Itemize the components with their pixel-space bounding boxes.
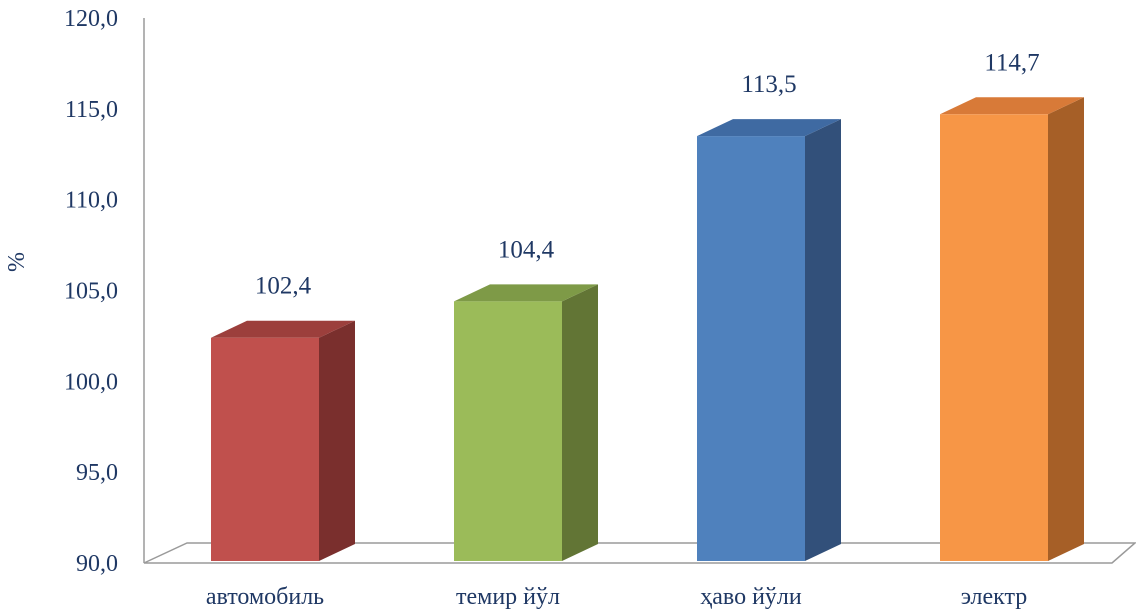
category-labels: автомобиль темир йўл ҳаво йўли электр [206,584,1027,610]
data-label: 104,4 [498,236,555,263]
bar-front [697,136,805,562]
y-axis-label: % [4,252,30,272]
category-label: автомобиль [206,584,324,610]
category-label: электр [961,584,1028,610]
bar-3 [697,119,841,562]
bar-top [940,97,1084,115]
bar-side [1048,97,1084,562]
data-labels: 102,4 104,4 113,5 114,7 [255,49,1040,299]
floor-plane [143,542,1136,564]
bar-side [805,119,841,561]
y-tick-label: 90,0 [76,551,118,577]
bar-side [319,320,355,561]
data-label: 102,4 [255,273,312,300]
bar-1 [211,320,355,561]
bar-4 [940,97,1084,562]
bar-side [562,284,598,561]
chart-floor [143,542,1136,564]
bar-front [940,114,1048,562]
bar-top [454,284,598,302]
y-tick-label: 110,0 [65,188,118,214]
bar-series [211,97,1084,562]
y-tick-label: 105,0 [64,279,118,305]
category-label: ҳаво йўли [700,584,802,610]
bar-top [697,119,841,137]
data-label: 114,7 [984,49,1039,76]
y-tick-label: 100,0 [64,369,118,395]
bar-front [454,301,562,561]
y-tick-label: 120,0 [64,6,118,32]
bar-front [211,337,319,561]
y-tick-label: 115,0 [65,97,118,123]
y-tick-label: 95,0 [76,460,118,486]
bar-2 [454,284,598,561]
data-label: 113,5 [741,71,796,98]
bar-top [211,320,355,338]
category-label: темир йўл [456,584,560,610]
y-tick-labels: 90,0 95,0 100,0 105,0 110,0 115,0 120,0 [64,6,118,577]
